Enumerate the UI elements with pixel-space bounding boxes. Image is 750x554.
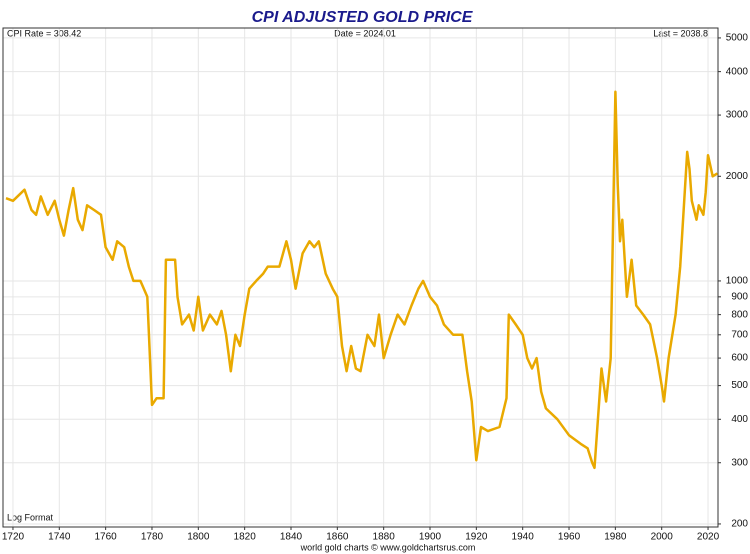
x-tick-label: 1800 bbox=[187, 532, 210, 543]
x-tick-label: 1840 bbox=[280, 532, 303, 543]
x-tick-label: 1980 bbox=[604, 532, 627, 543]
y-tick-label: 200 bbox=[731, 519, 748, 530]
plot-frame bbox=[2, 27, 719, 528]
header-right: Last = 2038.8 bbox=[653, 28, 708, 38]
x-tick-label: 1760 bbox=[95, 532, 118, 543]
y-tick-label: 2000 bbox=[726, 171, 749, 182]
x-tick-label: 1740 bbox=[48, 532, 71, 543]
x-tick-label: 2020 bbox=[697, 532, 720, 543]
y-tick-label: 400 bbox=[731, 414, 748, 425]
x-tick-label: 1920 bbox=[465, 532, 488, 543]
x-tick-label: 1720 bbox=[2, 532, 25, 543]
x-tick-label: 1940 bbox=[512, 532, 535, 543]
y-tick-label: 4000 bbox=[726, 66, 749, 77]
y-tick-label: 300 bbox=[731, 457, 748, 468]
y-tick-label: 600 bbox=[731, 353, 748, 364]
chart-title: CPI ADJUSTED GOLD PRICE bbox=[252, 9, 474, 26]
y-tick-label: 1000 bbox=[726, 276, 749, 287]
y-tick-label: 3000 bbox=[726, 110, 749, 121]
header-center: Date = 2024.01 bbox=[334, 28, 396, 38]
x-tick-label: 1860 bbox=[326, 532, 349, 543]
scale-note: Log Format bbox=[7, 512, 54, 522]
x-tick-label: 1900 bbox=[419, 532, 442, 543]
y-tick-label: 5000 bbox=[726, 33, 749, 44]
y-tick-label: 700 bbox=[731, 329, 748, 340]
header-left: CPI Rate = 308.42 bbox=[7, 28, 81, 38]
y-tick-label: 900 bbox=[731, 291, 748, 302]
y-tick-label: 800 bbox=[731, 309, 748, 320]
x-tick-label: 1880 bbox=[373, 532, 396, 543]
x-tick-label: 2000 bbox=[651, 532, 674, 543]
y-tick-label: 500 bbox=[731, 380, 748, 391]
footer: world gold charts © www.goldchartsrus.co… bbox=[300, 542, 476, 552]
price-line bbox=[5, 90, 718, 470]
x-tick-label: 1820 bbox=[234, 532, 257, 543]
x-tick-label: 1960 bbox=[558, 532, 581, 543]
x-tick-label: 1780 bbox=[141, 532, 164, 543]
